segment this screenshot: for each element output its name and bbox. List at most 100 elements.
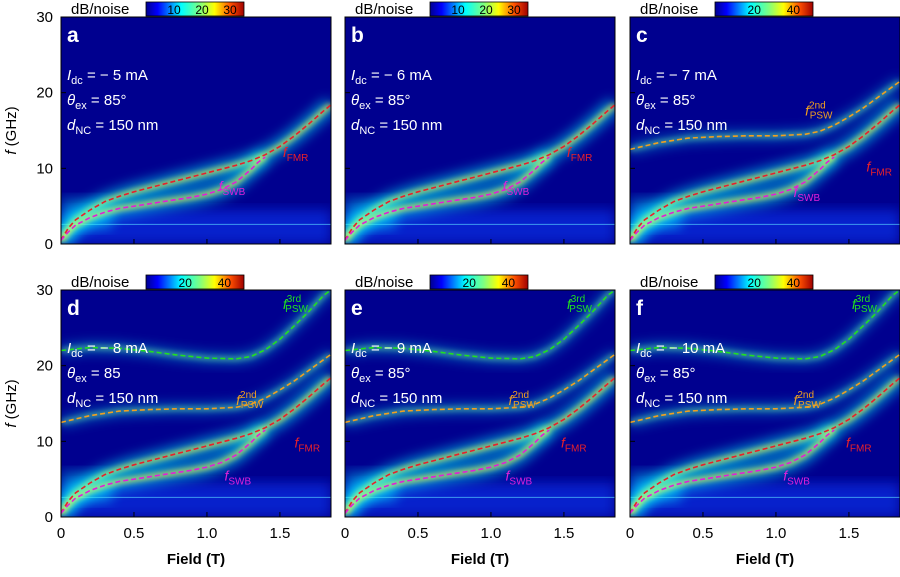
x-tick-label: 1.5 [269,525,290,542]
annotation-sub: PSW [513,400,536,411]
annotation-sub: PSW [285,304,308,315]
annotation-sub: FMR [287,153,309,164]
y-tick-label: 10 [36,433,53,450]
colorbar [145,1,245,17]
annotation-f: f [224,468,230,484]
annotation-sub: SWB [223,187,246,198]
param-symbol: d [67,117,76,134]
param-subscript: ex [75,373,87,385]
annotation-f: f [219,178,225,194]
param-text: θex = 85° [636,365,696,385]
panel-c: dB/noise 20 40 c Idc = − 7 mA θex = 85° dNC = … [629,1,900,245]
param-symbol: I [67,67,71,84]
param-text: dNC = 150 nm [351,390,442,410]
colorbar-tick: 20 [479,3,493,17]
annotation-sup: 3rd [856,294,870,305]
annotation-swb: fSWB [503,178,530,198]
x-tick-label: 0 [57,525,65,542]
curve-swb [345,429,550,514]
annotation-sub: FMR [565,443,587,454]
colorbar-tick: 40 [502,276,516,290]
colorbar-tick: 40 [787,3,801,17]
param-text: dNC = 150 nm [351,117,442,137]
annotation-sub: FMR [870,167,892,178]
panel-f: 0 0.5 1.0 1.5 Field (T) dB/noise 20 40 f Idc = − … [626,274,900,568]
param-subscript: ex [359,100,371,112]
param-value: = 150 nm [375,390,442,407]
curve-swb [61,156,266,241]
y-tick-label: 20 [36,358,53,375]
annotation-f: f [783,468,789,484]
heatmap-layer [630,77,900,244]
param-value: = − 7 mA [652,67,717,84]
y-tick-label: 30 [36,9,53,26]
param-value: = − 6 mA [367,67,432,84]
heatmap-layer [345,290,615,517]
annotation-f: f [805,102,811,118]
x-axis-label: Field (T) [736,551,794,568]
annotation-psw3: f3rd PSW [283,294,309,315]
colorbar-label: dB/noise [71,274,129,291]
panel-frame [629,289,900,518]
panel-a: 0 10 20 30 f (GHz) dB/noise 10 20 30 a Idc = − 5 m… [3,1,332,253]
param-text: θex = 85° [67,92,127,112]
colorbar [429,274,529,290]
panel-letter: f [636,297,644,320]
param-value: = 150 nm [91,390,158,407]
glow-core-psw3 [630,290,900,361]
param-value: = 85° [87,92,127,109]
param-symbol: θ [67,92,75,109]
annotation-psw2: f2nd PSW [236,390,264,411]
annotation-sub: PSW [854,304,877,315]
curve-fmr [61,377,331,514]
colorbar-tick: 40 [787,276,801,290]
x-tick-label: 1.0 [481,525,502,542]
colorbar-label: dB/noise [640,1,698,18]
param-subscript: ex [75,100,87,112]
colorbar-tick: 10 [451,3,465,17]
panel-frame [344,289,616,518]
x-axis-label: Field (T) [451,551,509,568]
colorbar-label: dB/noise [640,274,698,291]
annotation-f: f [846,434,852,450]
annotation-f: f [793,392,799,408]
y-tick-label: 0 [45,509,53,526]
param-symbol: I [67,340,71,357]
annotation-sup: 2nd [512,390,529,401]
heatmap-layer [630,290,900,517]
colorbar-tick: 30 [223,3,237,17]
param-symbol: I [636,340,640,357]
param-value: = 85° [656,92,696,109]
curve-swb [61,429,266,514]
param-symbol: I [351,67,355,84]
param-symbol: d [351,390,360,407]
annotation-fmr: fFMR [295,434,321,454]
panel-frame [60,289,332,518]
annotation-sup: 3rd [571,294,585,305]
param-value: = − 10 mA [652,340,725,357]
param-text: Idc = − 8 mA [67,340,148,360]
param-subscript: NC [75,125,91,137]
glow-core-psw3 [61,290,331,361]
annotation-sub: SWB [797,193,820,204]
param-symbol: I [636,67,640,84]
y-axis-label-unit: (GHz) [3,379,20,423]
param-subscript: ex [359,373,371,385]
param-subscript: NC [359,125,375,137]
annotation-sup: 2nd [809,100,826,111]
curve-fmr [630,377,900,514]
param-subscript: NC [644,125,660,137]
curve-swb [630,429,835,514]
y-axis-label: f (GHz) [3,106,20,154]
annotation-swb: fSWB [506,468,533,488]
param-value: = 85° [371,92,411,109]
y-axis-label: f (GHz) [3,379,20,427]
param-text: dNC = 150 nm [67,390,158,410]
param-value: = 150 nm [660,390,727,407]
y-axis-label-var: f [3,422,20,428]
colorbar [145,274,245,290]
annotation-sub: PSW [241,400,264,411]
glow-core-psw3 [345,290,615,361]
annotation-f: f [283,144,289,160]
param-text: Idc = − 6 mA [351,67,432,87]
